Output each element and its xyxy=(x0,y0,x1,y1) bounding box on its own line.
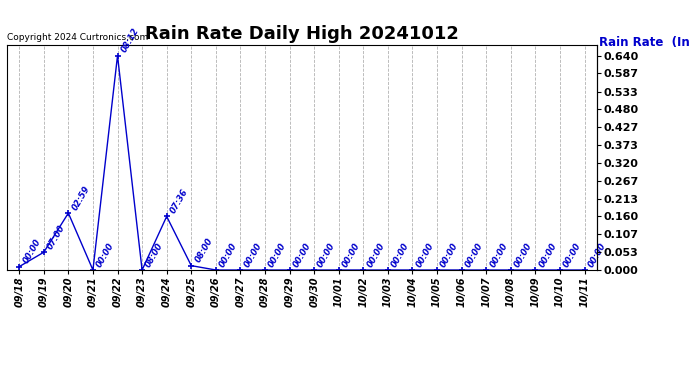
Text: Rain Rate  (Inches/Hour): Rain Rate (Inches/Hour) xyxy=(599,36,690,49)
Text: 00:00: 00:00 xyxy=(365,241,386,268)
Text: 00:00: 00:00 xyxy=(316,241,337,268)
Text: Copyright 2024 Curtronics.com: Copyright 2024 Curtronics.com xyxy=(7,33,148,42)
Text: 00:00: 00:00 xyxy=(242,241,264,268)
Text: 00:00: 00:00 xyxy=(439,241,460,268)
Text: 08:12: 08:12 xyxy=(119,27,141,54)
Text: 00:00: 00:00 xyxy=(415,241,435,268)
Text: 00:00: 00:00 xyxy=(218,241,239,268)
Text: 00:00: 00:00 xyxy=(95,241,116,268)
Text: 00:00: 00:00 xyxy=(390,241,411,268)
Text: 00:00: 00:00 xyxy=(292,241,313,268)
Text: 00:00: 00:00 xyxy=(538,241,559,268)
Text: 08:00: 08:00 xyxy=(144,241,166,268)
Text: 07:36: 07:36 xyxy=(168,187,190,215)
Text: 00:00: 00:00 xyxy=(562,241,583,268)
Text: 07:00: 07:00 xyxy=(46,223,67,251)
Text: 00:00: 00:00 xyxy=(21,237,42,265)
Text: 08:00: 08:00 xyxy=(193,237,215,264)
Text: 00:00: 00:00 xyxy=(489,241,509,268)
Text: 00:00: 00:00 xyxy=(341,241,362,268)
Title: Rain Rate Daily High 20241012: Rain Rate Daily High 20241012 xyxy=(145,26,459,44)
Text: 00:00: 00:00 xyxy=(586,241,608,268)
Text: 00:00: 00:00 xyxy=(513,241,534,268)
Text: 02:59: 02:59 xyxy=(70,184,92,212)
Text: 00:00: 00:00 xyxy=(267,241,288,268)
Text: 00:00: 00:00 xyxy=(464,241,485,268)
